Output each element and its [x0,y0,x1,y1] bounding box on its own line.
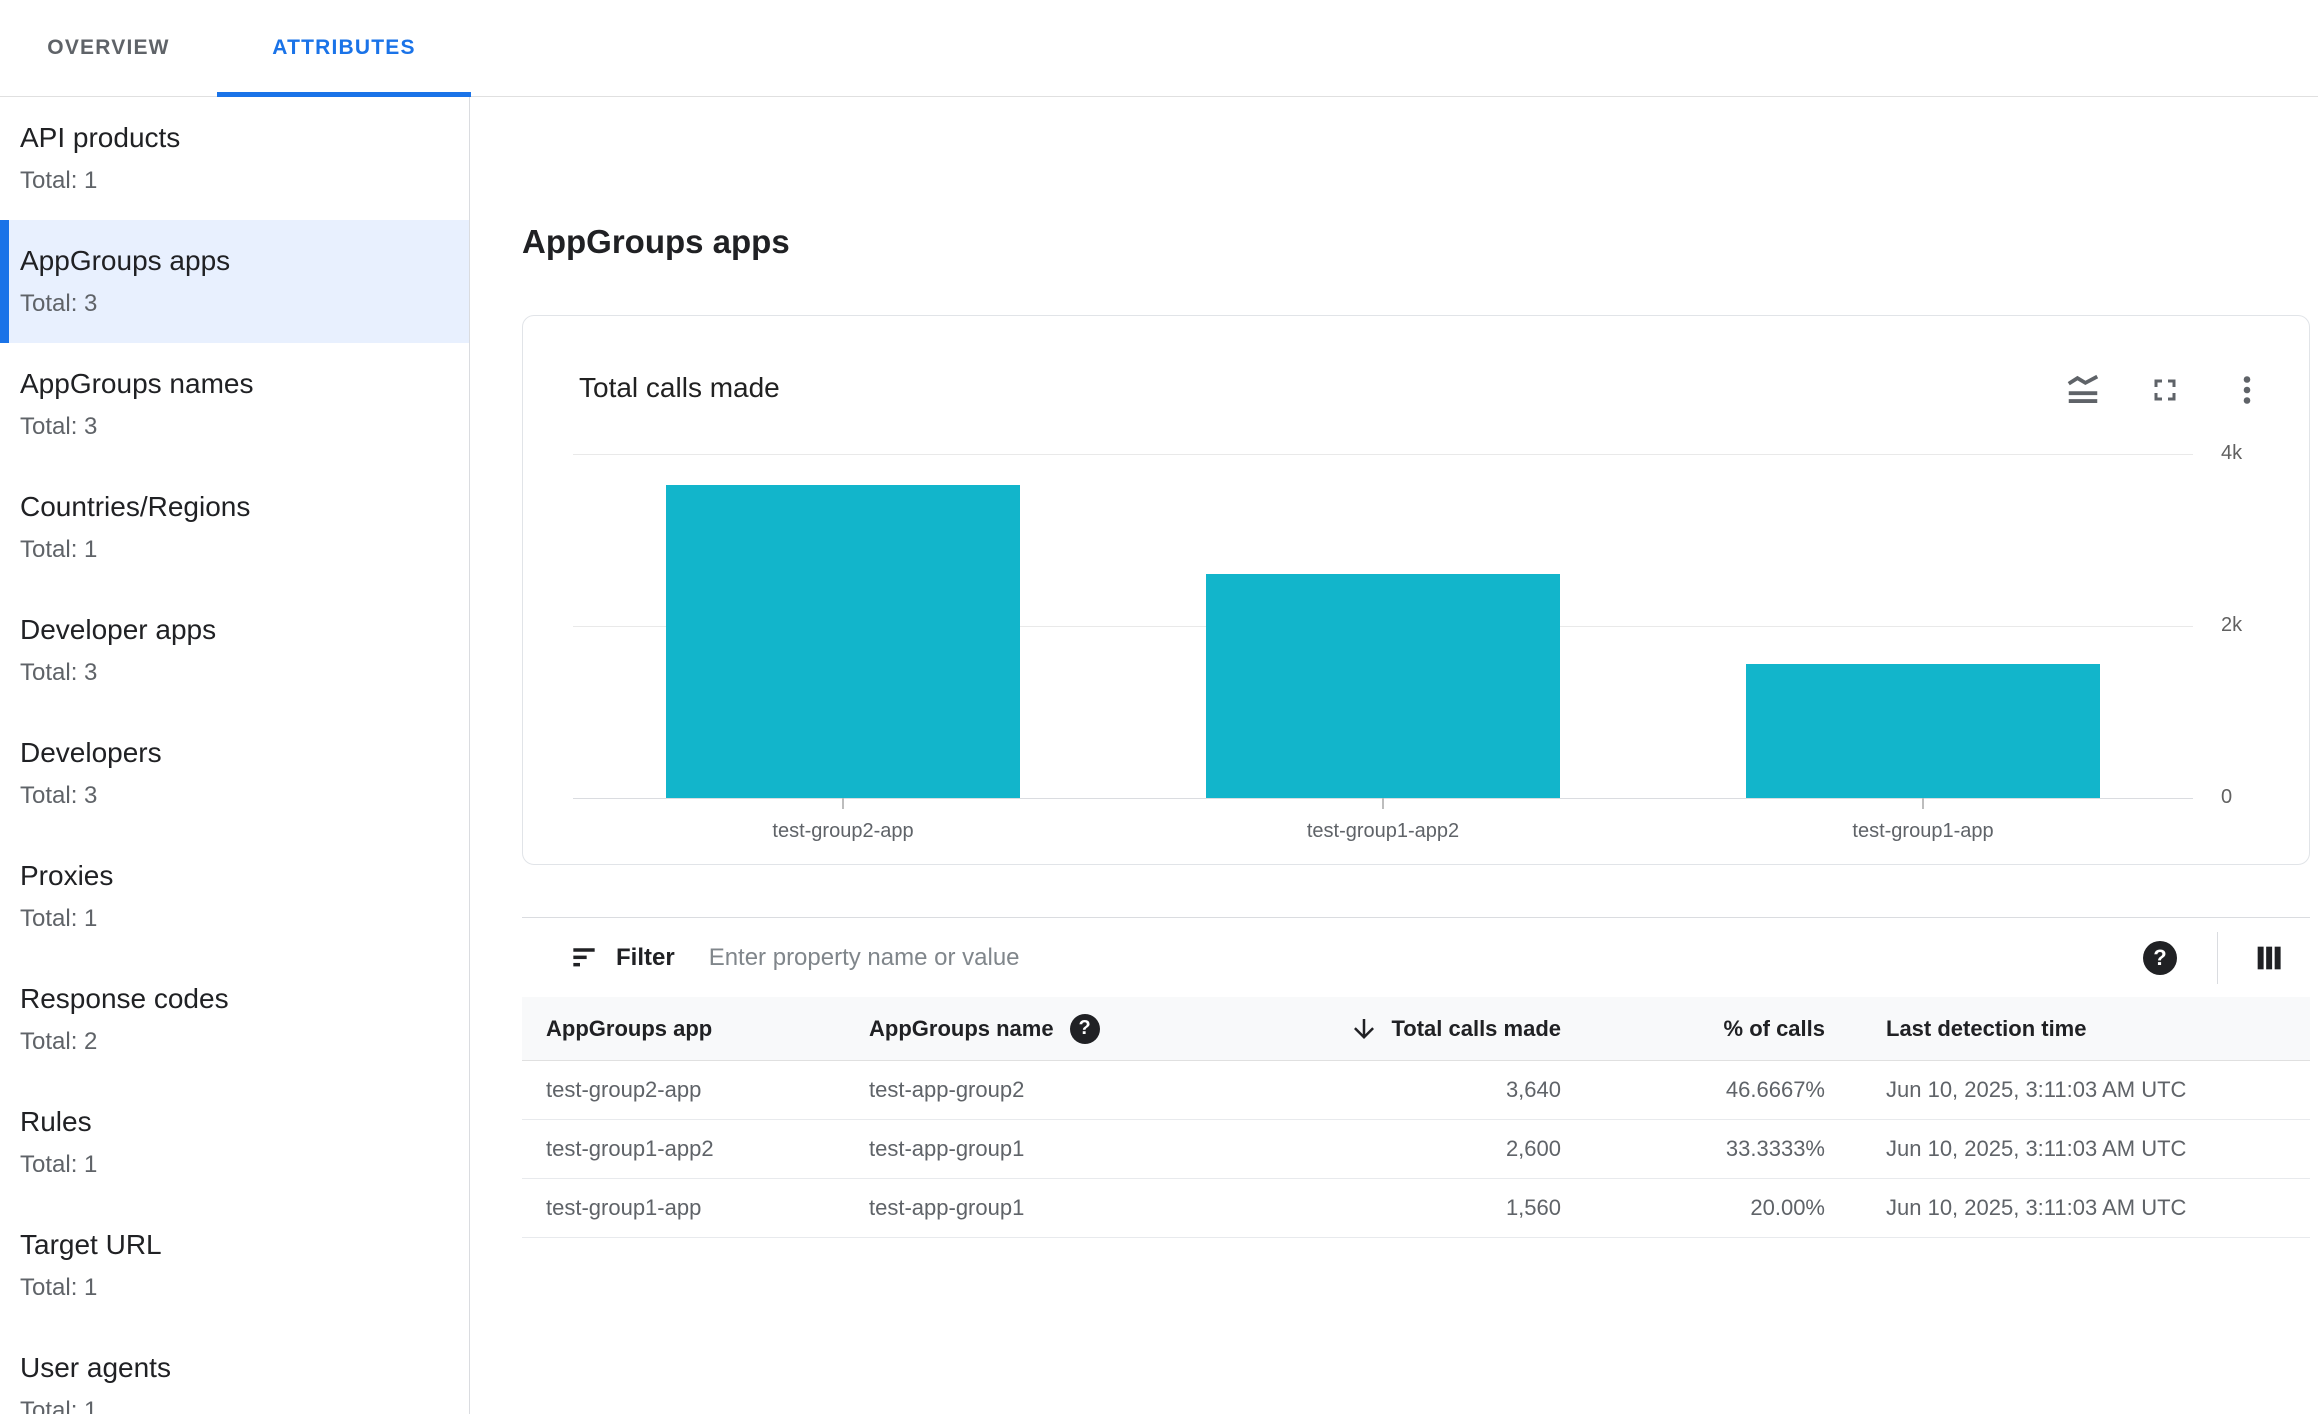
cell-appgroups-name: test-app-group1 [869,1195,1025,1220]
cell-last-detection: Jun 10, 2025, 3:11:03 AM UTC [1886,1077,2187,1102]
sidebar-item-appgroups-apps[interactable]: AppGroups apps Total: 3 [0,220,469,343]
sort-descending-icon [1349,1014,1379,1044]
sidebar-item-total: Total: 3 [20,782,98,809]
cell-appgroups-app: test-group1-app [546,1195,702,1220]
table-row: test-group2-app test-app-group2 3,640 46… [522,1061,2310,1120]
cell-total-calls: 1,560 [1505,1195,1561,1220]
more-vert-icon[interactable] [2227,370,2267,410]
sidebar-item-label: Target URL [20,1229,162,1260]
filter-input[interactable] [708,943,2127,972]
sidebar-item-label: Rules [20,1106,92,1137]
cell-appgroups-name: test-app-group2 [869,1077,1025,1102]
sidebar-item-label: API products [20,122,181,153]
sidebar-item-user-agents[interactable]: User agents Total: 1 [0,1327,469,1414]
table-row: test-group1-app test-app-group1 1,560 20… [522,1179,2310,1238]
cell-total-calls: 2,600 [1505,1136,1561,1161]
filter-bar: Filter ? [522,917,2310,997]
sidebar-item-label: Developer apps [20,614,217,645]
chart-bar-test-group1-app[interactable] [1746,663,2100,798]
column-header-appgroups-app[interactable]: AppGroups app [546,1015,713,1041]
cell-appgroups-name: test-app-group1 [869,1136,1025,1161]
sidebar-item-label: Developers [20,737,162,768]
sidebar-item-proxies[interactable]: Proxies Total: 1 [0,835,469,958]
main-content: AppGroups apps Total calls made [470,97,2318,1414]
x-axis-label: test-group1-app2 [1306,820,1460,842]
area-chart-icon[interactable] [2063,370,2103,410]
cell-appgroups-app: test-group1-app2 [546,1136,714,1161]
cell-pct-calls: 20.00% [1750,1195,1825,1220]
y-axis-label: 4k [2221,442,2243,464]
sidebar-item-label: User agents [20,1352,171,1383]
x-axis-label: test-group1-app [1852,820,1994,842]
fullscreen-icon[interactable] [2145,370,2185,410]
sidebar-item-total: Total: 3 [20,290,98,317]
sidebar-item-total: Total: 1 [20,167,98,194]
sidebar-item-label: Response codes [20,983,229,1014]
sidebar-item-response-codes[interactable]: Response codes Total: 2 [0,958,469,1081]
sidebar-item-total: Total: 3 [20,413,98,440]
x-axis-tick [1382,798,1384,809]
cell-appgroups-app: test-group2-app [546,1077,702,1102]
x-axis-tick [842,798,844,809]
tab-overview[interactable]: OVERVIEW [47,36,170,59]
gridline-4k [573,454,2193,455]
sidebar-item-total: Total: 1 [20,905,98,932]
sidebar-item-label: AppGroups names [20,368,254,399]
sidebar-item-appgroups-names[interactable]: AppGroups names Total: 3 [0,343,469,466]
sidebar-item-countries-regions[interactable]: Countries/Regions Total: 1 [0,466,469,589]
sidebar-item-total: Total: 1 [20,1397,98,1414]
sidebar-item-label: Proxies [20,860,114,891]
table-header-row: AppGroups app AppGroups name ? Total cal… [522,997,2310,1061]
sidebar-item-total: Total: 3 [20,659,98,686]
bar-chart-plot: 0 2k 4k test-group2-app test-group1-app2 test… [573,442,2242,842]
column-header-pct-calls[interactable]: % of calls [1723,1015,1825,1041]
chart-bar-test-group2-app[interactable] [666,484,1020,798]
appgroups-table: AppGroups app AppGroups name ? Total cal… [522,997,2310,1238]
total-calls-chart-card: Total calls made [522,315,2310,865]
tab-bar: OVERVIEW ATTRIBUTES [0,0,2318,97]
sidebar-item-target-url[interactable]: Target URL Total: 1 [0,1204,469,1327]
cell-last-detection: Jun 10, 2025, 3:11:03 AM UTC [1886,1195,2187,1220]
cell-last-detection: Jun 10, 2025, 3:11:03 AM UTC [1886,1136,2187,1161]
column-header-last-detection[interactable]: Last detection time [1886,1015,2087,1041]
filter-help-icon[interactable]: ? [2143,940,2177,975]
x-axis-tick [1922,798,1924,809]
filter-divider [2217,931,2218,984]
cell-pct-calls: 33.3333% [1725,1136,1825,1161]
filter-icon [568,942,600,974]
cell-pct-calls: 46.6667% [1725,1077,1825,1102]
sidebar-item-total: Total: 1 [20,536,98,563]
sidebar-item-total: Total: 1 [20,1274,98,1301]
filter-label: Filter [616,943,675,971]
cell-total-calls: 3,640 [1505,1077,1561,1102]
chart-title: Total calls made [579,372,780,403]
sidebar-item-rules[interactable]: Rules Total: 1 [0,1081,469,1204]
attributes-sidebar: API products Total: 1 AppGroups apps Tot… [0,97,470,1414]
page-title: AppGroups apps [522,223,790,260]
column-settings-icon[interactable] [2252,941,2286,975]
sidebar-item-label: AppGroups apps [20,245,231,276]
tab-attributes[interactable]: ATTRIBUTES [217,0,471,97]
sidebar-item-label: Countries/Regions [20,491,251,522]
column-header-total-calls[interactable]: Total calls made [1199,1014,1561,1044]
sidebar-item-total: Total: 1 [20,1151,98,1178]
sidebar-item-developer-apps[interactable]: Developer apps Total: 3 [0,589,469,712]
appgroups-name-help-icon[interactable]: ? [1069,1013,1100,1044]
sidebar-item-developers[interactable]: Developers Total: 3 [0,712,469,835]
table-row: test-group1-app2 test-app-group1 2,600 3… [522,1120,2310,1179]
x-axis-label: test-group2-app [772,820,914,842]
chart-bar-test-group1-app2[interactable] [1206,574,1560,798]
y-axis-label: 2k [2221,614,2243,636]
sidebar-item-total: Total: 2 [20,1028,98,1055]
column-header-appgroups-name[interactable]: AppGroups name ? [869,1013,1199,1044]
y-axis-label: 0 [2221,786,2233,808]
sidebar-item-api-products[interactable]: API products Total: 1 [0,97,469,220]
